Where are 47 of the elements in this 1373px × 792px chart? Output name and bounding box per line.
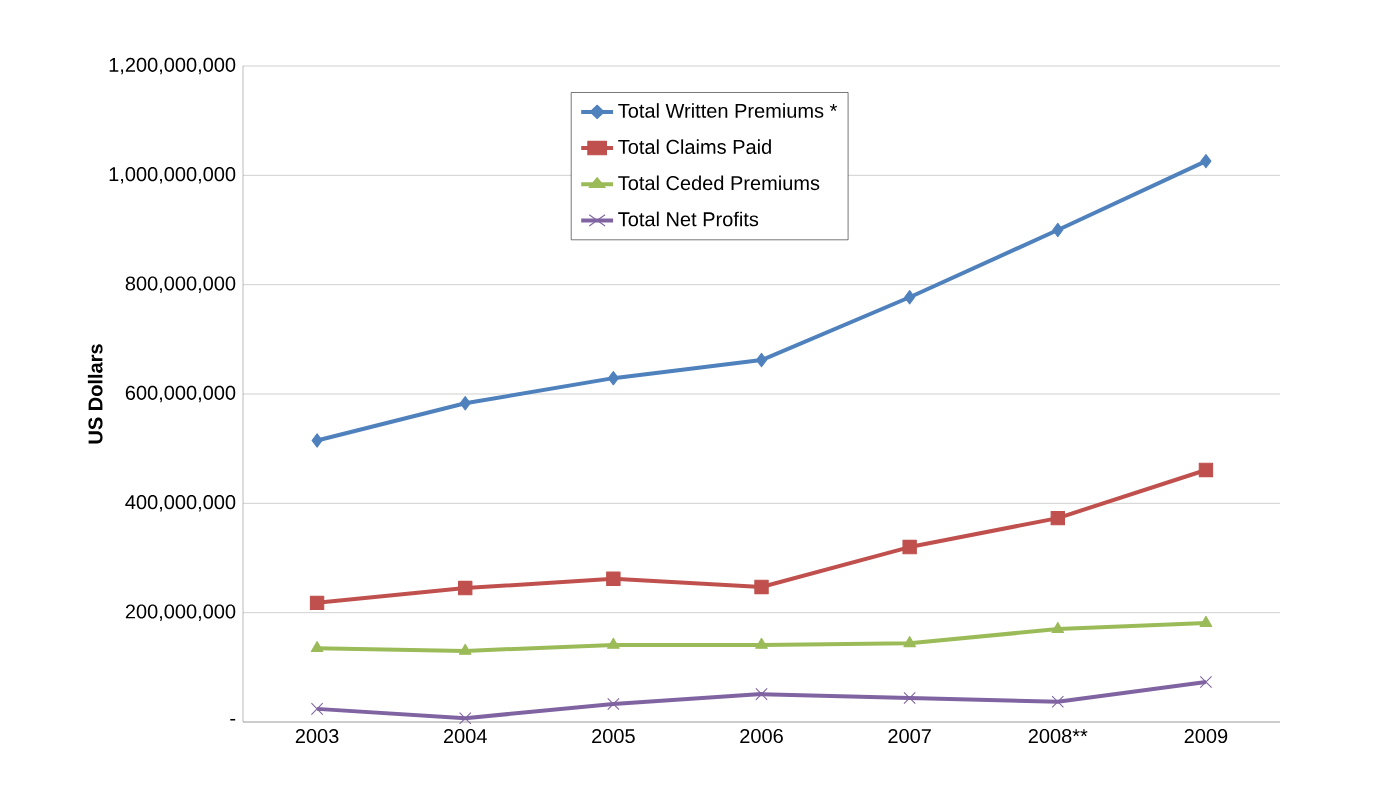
point (458, 580, 473, 596)
legend-label: Total Net Profits (618, 211, 759, 227)
x-tick-label: 2006 (740, 728, 783, 744)
x-tick-label: 2004 (443, 728, 487, 744)
point (607, 637, 620, 649)
point (459, 396, 471, 411)
point (310, 702, 324, 716)
y-tick-label: 600,000,000 (125, 385, 236, 403)
legend-label: Total Claims Paid (618, 139, 771, 154)
point (755, 687, 768, 701)
point (903, 636, 916, 648)
point (606, 571, 621, 586)
point (309, 595, 325, 611)
y-tick-label: 200,000,000 (125, 604, 236, 621)
point (755, 352, 768, 368)
point (1052, 222, 1064, 238)
point (904, 290, 916, 305)
point (1050, 510, 1065, 526)
point (311, 433, 323, 448)
legend-label: Total Written Premiums * (618, 103, 838, 118)
point (459, 711, 472, 725)
x-tick-label: 2005 (592, 728, 635, 744)
point (1199, 675, 1213, 689)
legend-label: Total Ceded Premiums (618, 175, 820, 191)
x-tick-label: 2009 (1184, 728, 1228, 744)
y-tick-label: 1,200,000,000 (109, 57, 236, 75)
point (1198, 462, 1214, 478)
y-tick-label: 800,000,000 (125, 276, 236, 293)
point (1051, 695, 1064, 708)
y-tick-label: 1,000,000,000 (109, 167, 236, 184)
point (607, 697, 620, 711)
point (458, 643, 472, 655)
point (1200, 153, 1212, 169)
x-tick-label: 2007 (888, 728, 931, 744)
y-tick-label: - (230, 718, 236, 721)
x-tick-label: 2008** (1028, 728, 1088, 744)
point (902, 539, 917, 555)
y-tick-label: 400,000,000 (125, 495, 236, 512)
point (754, 579, 769, 595)
point (310, 640, 324, 653)
x-tick-label: 2003 (295, 728, 339, 744)
point (607, 370, 619, 386)
point (903, 691, 916, 705)
point (1199, 615, 1213, 627)
point (1051, 621, 1065, 633)
point (755, 637, 768, 649)
y-axis-title: US Dollars (87, 344, 103, 444)
